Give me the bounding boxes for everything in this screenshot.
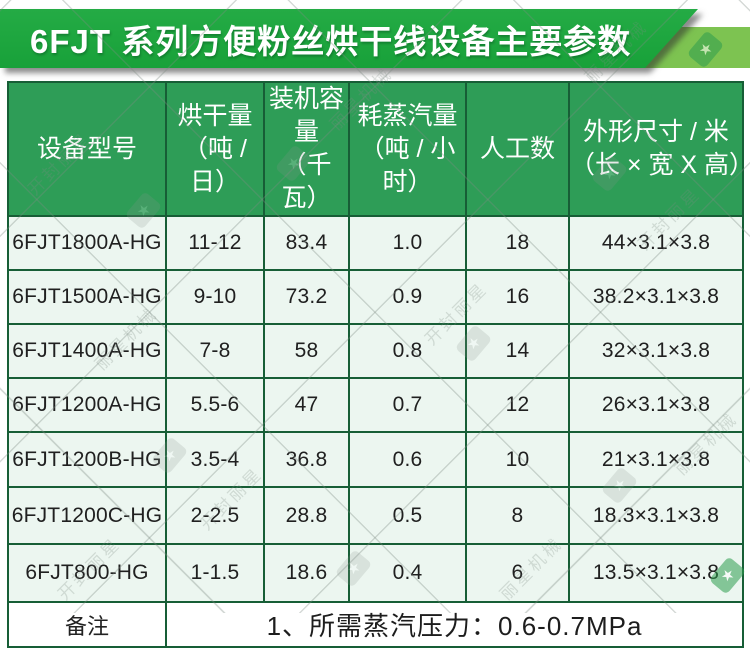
table-row: 6FJT1200A-HG 5.5-6 47 0.7 12 26×3.1×3.8 [7, 377, 744, 433]
cell-workers: 16 [465, 269, 570, 325]
cell-installed-power: 83.4 [263, 215, 350, 271]
cell-installed-power: 18.6 [263, 543, 350, 603]
cell-drying-capacity: 11-12 [165, 215, 265, 271]
cell-steam-consumption: 0.4 [348, 543, 467, 603]
table-body: 6FJT1800A-HG 11-12 83.4 1.0 18 44×3.1×3.8 6FJT… [7, 215, 744, 603]
spec-table: 设备型号 烘干量 （吨 / 日） 装机容量 （千瓦） 耗蒸汽量 （吨 / 小时）… [7, 81, 750, 648]
table-row: 6FJT800-HG 1-1.5 18.6 0.4 6 13.5×3.1×3.8 [7, 543, 744, 603]
cell-installed-power: 36.8 [263, 431, 350, 488]
cell-steam-consumption: 0.6 [348, 431, 467, 488]
col-header-installed-power-line2: （千瓦） [281, 151, 332, 212]
col-header-steam-consumption-line2: （吨 / 小时） [359, 134, 456, 196]
col-header-dimensions-line2: （长 × 宽 X 高） [570, 151, 750, 179]
cell-model: 6FJT1200A-HG [7, 377, 167, 433]
cell-model: 6FJT1800A-HG [7, 215, 167, 271]
col-header-dimensions: 外形尺寸 / 米 （长 × 宽 X 高） [568, 81, 750, 217]
table-footer: 备注 1、所需蒸汽压力：0.6-0.7MPa [7, 601, 744, 648]
col-header-model-line1: 设备型号 [36, 134, 137, 163]
table-row: 6FJT1200C-HG 2-2.5 28.8 0.5 8 18.3×3.1×3.8 [7, 486, 744, 545]
col-header-model: 设备型号 [7, 81, 167, 217]
cell-drying-capacity: 3.5-4 [165, 431, 265, 488]
table-row: 6FJT1800A-HG 11-12 83.4 1.0 18 44×3.1×3.8 [7, 215, 744, 271]
cell-workers: 14 [465, 323, 570, 379]
col-header-workers: 人工数 [465, 81, 570, 217]
cell-workers: 10 [465, 431, 570, 488]
cell-steam-consumption: 0.8 [348, 323, 467, 379]
cell-model: 6FJT1200B-HG [7, 431, 167, 488]
col-header-dimensions-line1: 外形尺寸 / 米 [583, 118, 729, 146]
cell-steam-consumption: 1.0 [348, 215, 467, 271]
cell-model: 6FJT1400A-HG [7, 323, 167, 379]
cell-steam-consumption: 0.9 [348, 269, 467, 325]
note-label: 备注 [7, 601, 167, 648]
title-banner: 6FJT 系列方便粉丝烘干线设备主要参数 [0, 9, 698, 68]
cell-installed-power: 58 [263, 323, 350, 379]
cell-dimensions: 13.5×3.1×3.8 [568, 543, 744, 603]
cell-steam-consumption: 0.5 [348, 486, 467, 545]
col-header-steam-consumption: 耗蒸汽量 （吨 / 小时） [348, 81, 467, 217]
col-header-steam-consumption-line1: 耗蒸汽量 [357, 101, 458, 130]
col-header-drying-capacity: 烘干量 （吨 / 日） [165, 81, 265, 217]
cell-drying-capacity: 9-10 [165, 269, 265, 325]
cell-drying-capacity: 1-1.5 [165, 543, 265, 603]
cell-installed-power: 73.2 [263, 269, 350, 325]
cell-steam-consumption: 0.7 [348, 377, 467, 433]
page-title: 6FJT 系列方便粉丝烘干线设备主要参数 [30, 22, 632, 60]
cell-model: 6FJT1200C-HG [7, 486, 167, 545]
cell-workers: 8 [465, 486, 570, 545]
cell-model: 6FJT1500A-HG [7, 269, 167, 325]
cell-dimensions: 38.2×3.1×3.8 [568, 269, 744, 325]
cell-workers: 12 [465, 377, 570, 433]
cell-workers: 18 [465, 215, 570, 271]
cell-dimensions: 18.3×3.1×3.8 [568, 486, 744, 545]
col-header-workers-line1: 人工数 [479, 134, 555, 163]
table-header-row: 设备型号 烘干量 （吨 / 日） 装机容量 （千瓦） 耗蒸汽量 （吨 / 小时）… [7, 81, 750, 217]
cell-workers: 6 [465, 543, 570, 603]
cell-installed-power: 28.8 [263, 486, 350, 545]
col-header-installed-power-line1: 装机容量 [268, 85, 344, 146]
cell-dimensions: 26×3.1×3.8 [568, 377, 744, 433]
cell-drying-capacity: 7-8 [165, 323, 265, 379]
table-footer-row: 备注 1、所需蒸汽压力：0.6-0.7MPa [7, 601, 744, 648]
table-row: 6FJT1200B-HG 3.5-4 36.8 0.6 10 21×3.1×3.8 [7, 431, 744, 488]
note-text: 1、所需蒸汽压力：0.6-0.7MPa [165, 601, 744, 648]
table-header: 设备型号 烘干量 （吨 / 日） 装机容量 （千瓦） 耗蒸汽量 （吨 / 小时）… [7, 81, 750, 217]
title-banner-shape: 6FJT 系列方便粉丝烘干线设备主要参数 [0, 9, 698, 68]
cell-dimensions: 32×3.1×3.8 [568, 323, 744, 379]
col-header-drying-capacity-line1: 烘干量 [177, 101, 253, 130]
cell-drying-capacity: 2-2.5 [165, 486, 265, 545]
table-row: 6FJT1400A-HG 7-8 58 0.8 14 32×3.1×3.8 [7, 323, 744, 379]
col-header-drying-capacity-line2: （吨 / 日） [183, 134, 247, 196]
col-header-installed-power: 装机容量 （千瓦） [263, 81, 350, 217]
cell-dimensions: 21×3.1×3.8 [568, 431, 744, 488]
table-row: 6FJT1500A-HG 9-10 73.2 0.9 16 38.2×3.1×3.8 [7, 269, 744, 325]
cell-model: 6FJT800-HG [7, 543, 167, 603]
cell-drying-capacity: 5.5-6 [165, 377, 265, 433]
cell-dimensions: 44×3.1×3.8 [568, 215, 744, 271]
cell-installed-power: 47 [263, 377, 350, 433]
